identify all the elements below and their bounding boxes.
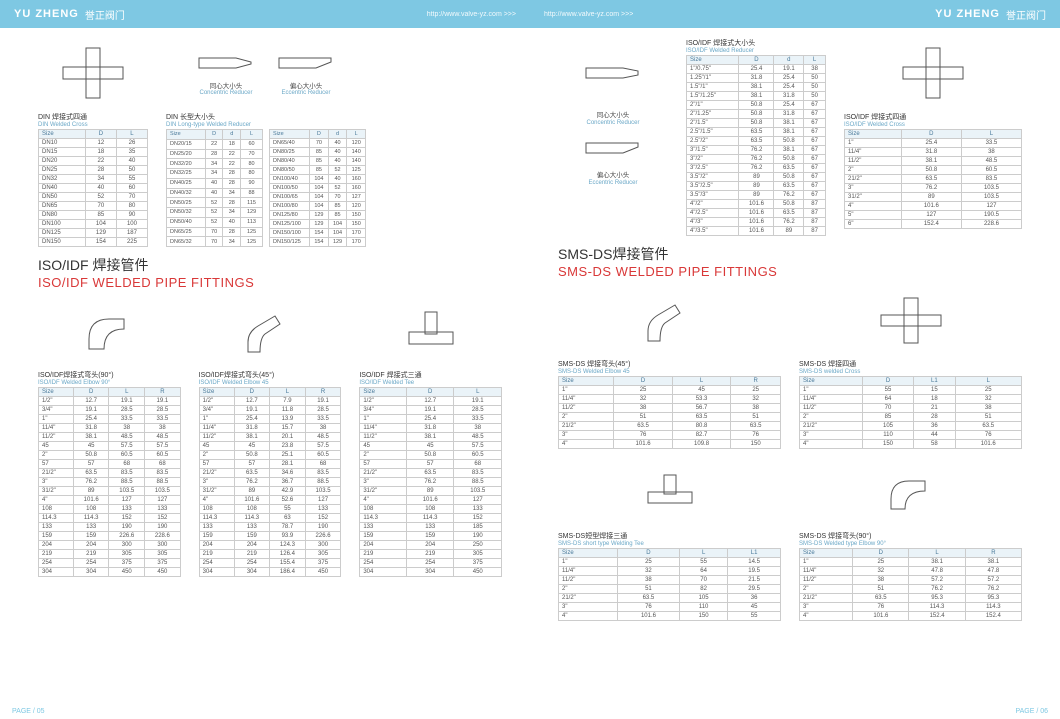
drawing-sms-elbow45 bbox=[558, 285, 781, 355]
drawing-din-cross bbox=[38, 38, 148, 108]
section-sms-title: SMS-DS焊接管件 SMS-DS WELDED PIPE FITTINGS bbox=[558, 244, 1022, 279]
din-reducer-table-b: SizeDdLDN65/407040120DN80/258540140DN80/… bbox=[269, 129, 366, 247]
iso-tee-table: SizeDL1/2"12.719.13/4"19.128.51"25.433.5… bbox=[359, 387, 502, 577]
sms-cross-table: SizeDL1L1"55152511/4"64183211/2"7021382"… bbox=[799, 376, 1022, 449]
drawing-sms-elbow90 bbox=[799, 457, 1022, 527]
iso-elbow45-table: SizeDLR1/2"12.77.919.13/4"19.111.828.51"… bbox=[199, 387, 342, 577]
iso-elbow90-table: SizeDLR1/2"12.719.119.13/4"19.128.528.51… bbox=[38, 387, 181, 577]
brand: YU ZHENG bbox=[14, 8, 79, 20]
page-right: http://www.valve-yz.com >>> YU ZHENG 誉正阀… bbox=[530, 0, 1060, 719]
sms-elbow45-table: SizeDLR1"25452511/4"3253.33211/2"3856.73… bbox=[558, 376, 781, 449]
drawing-iso-elbow45 bbox=[199, 296, 342, 366]
drawing-sms-cross bbox=[799, 285, 1022, 355]
drawing-iso-elbow90 bbox=[38, 296, 181, 366]
brand-cn: 誉正阀门 bbox=[85, 7, 125, 22]
din-reducer-table-a: SizeDdLDN20/15221860DN25/20282270DN32/20… bbox=[166, 129, 263, 247]
page-left: YU ZHENG 誉正阀门 http://www.valve-yz.com >>… bbox=[0, 0, 530, 719]
drawing-iso-cross bbox=[844, 38, 1022, 108]
header-right: http://www.valve-yz.com >>> YU ZHENG 誉正阀… bbox=[530, 0, 1060, 28]
drawing-iso-tee bbox=[359, 296, 502, 366]
iso-cross-table: SizeDL1"25.433.511/4"31.83811/2"38.148.5… bbox=[844, 129, 1022, 229]
drawing-sms-tee bbox=[558, 457, 781, 527]
page-num-left: PAGE / 05 bbox=[12, 708, 45, 715]
din-cross-table: SizeDLDN101226DN151835DN202240DN252850DN… bbox=[38, 129, 148, 247]
sms-tee-table: SizeDLL11"255514.511/4"326419.511/2"3870… bbox=[558, 548, 781, 621]
din-cross-title: DIN 焊接式四通 bbox=[38, 114, 87, 121]
iso-reducer-table: SizeDdL1"/0.75"25.419.1381.25"/1"31.825.… bbox=[686, 55, 826, 236]
section-iso-title: ISO/IDF 焊接管件 ISO/IDF WELDED PIPE FITTING… bbox=[38, 255, 502, 290]
page-num-right: PAGE / 06 bbox=[1015, 708, 1048, 715]
sms-elbow90-table: SizeDLR1"2538.138.111/4"3247.847.811/2"3… bbox=[799, 548, 1022, 621]
din-reducer-title: DIN 长型大小头 bbox=[166, 114, 215, 121]
url: http://www.valve-yz.com >>> bbox=[427, 11, 516, 18]
header-left: YU ZHENG 誉正阀门 http://www.valve-yz.com >>… bbox=[0, 0, 530, 28]
